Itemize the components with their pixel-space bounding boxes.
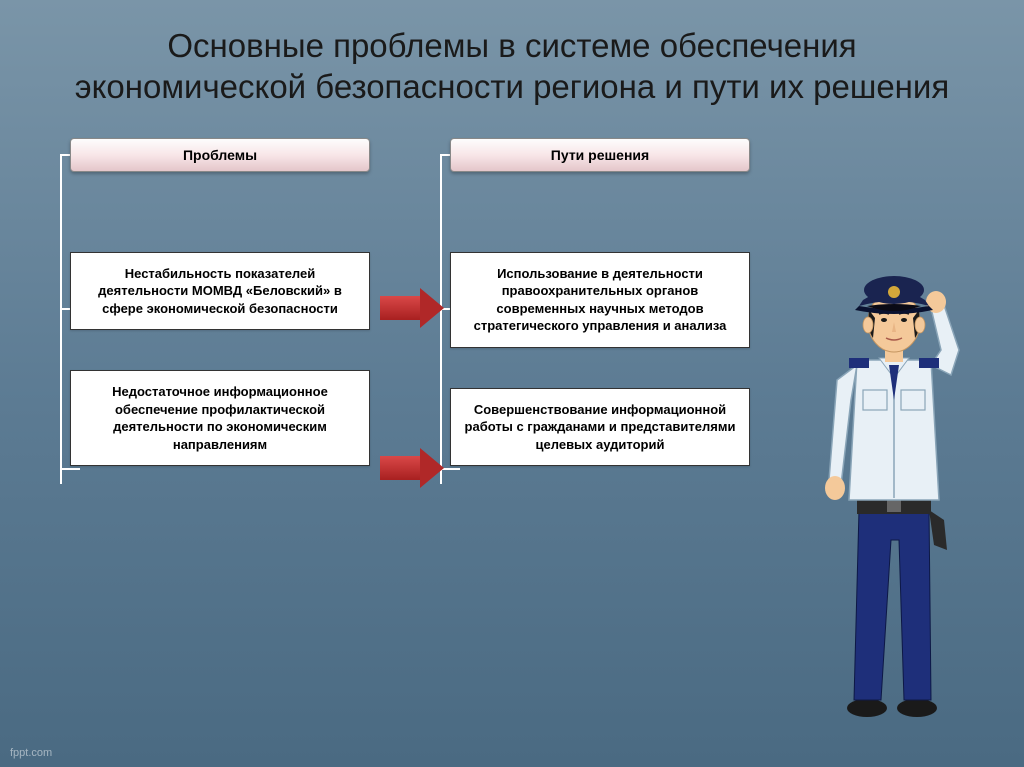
problems-column: Проблемы Нестабильность показателей деят… — [70, 138, 370, 467]
solutions-column: Пути решения Использование в деятельност… — [450, 138, 750, 467]
officer-illustration — [799, 230, 989, 720]
solutions-header: Пути решения — [450, 138, 750, 172]
connector — [60, 468, 80, 470]
problem-box-1: Нестабильность показателей деятельности … — [70, 252, 370, 331]
solution-box-2: Совершенствование информационной работы … — [450, 388, 750, 467]
solution-box-1: Использование в деятельности правоохрани… — [450, 252, 750, 348]
problems-header: Проблемы — [70, 138, 370, 172]
connector — [60, 154, 62, 484]
watermark: fppt.com — [10, 747, 52, 759]
problem-box-2: Недостаточное информационное обеспечение… — [70, 370, 370, 466]
page-title: Основные проблемы в системе обеспечения … — [0, 0, 1024, 128]
